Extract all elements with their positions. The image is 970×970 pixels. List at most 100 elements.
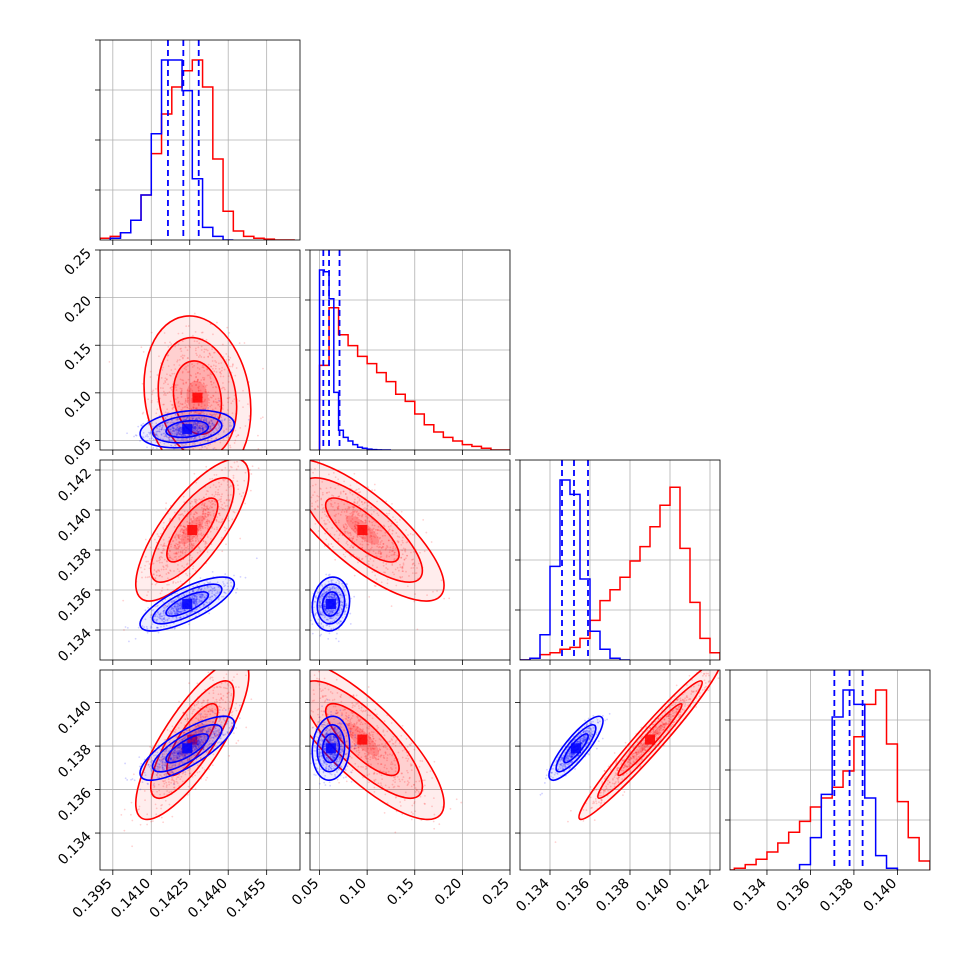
scatter-point: [186, 793, 189, 796]
scatter-point: [325, 597, 328, 599]
scatter-point: [195, 598, 198, 601]
scatter-point: [323, 592, 326, 595]
scatter-point: [177, 605, 180, 608]
scatter-point: [161, 545, 164, 548]
scatter-point: [158, 767, 161, 770]
scatter-point: [354, 520, 357, 523]
scatter-point: [193, 598, 195, 600]
scatter-point: [372, 510, 375, 513]
scatter-point: [149, 745, 152, 748]
scatter-point: [186, 720, 189, 723]
scatter-point: [198, 523, 200, 526]
scatter-point: [337, 622, 340, 624]
scatter-point: [190, 542, 193, 545]
scatter-point: [339, 492, 342, 495]
scatter-point: [212, 351, 215, 354]
scatter-point: [351, 518, 354, 520]
scatter-point: [200, 425, 203, 428]
scatter-point: [169, 517, 172, 520]
scatter-point: [331, 579, 334, 582]
scatter-point: [203, 503, 206, 506]
scatter-point: [177, 533, 180, 536]
scatter-point: [122, 599, 125, 602]
scatter-point: [209, 413, 212, 416]
scatter-point: [220, 498, 223, 500]
scatter-point: [201, 425, 203, 428]
scatter-point: [172, 580, 175, 583]
scatter-point: [176, 613, 179, 615]
scatter-point: [140, 424, 143, 427]
scatter-point: [335, 637, 338, 640]
scatter-point: [345, 511, 348, 514]
scatter-point: [178, 518, 181, 521]
scatter-point: [211, 493, 214, 496]
scatter-point: [197, 700, 200, 703]
scatter-point: [196, 426, 199, 429]
scatter-point: [166, 415, 169, 418]
scatter-point: [208, 727, 211, 730]
scatter-point: [163, 428, 166, 431]
scatter-point: [222, 386, 224, 389]
scatter-point: [364, 513, 367, 515]
scatter-point: [303, 623, 305, 625]
scatter-point: [194, 428, 197, 431]
scatter-point: [176, 757, 179, 759]
scatter-point: [193, 545, 195, 547]
scatter-point: [383, 571, 385, 574]
scatter-point: [130, 778, 132, 781]
scatter-point: [361, 547, 364, 549]
scatter-point: [296, 443, 298, 445]
scatter-point: [182, 495, 185, 498]
scatter-point: [186, 729, 189, 732]
scatter-point: [176, 757, 179, 760]
scatter-point: [203, 369, 206, 372]
scatter-point: [207, 586, 210, 589]
scatter-point: [216, 592, 219, 595]
scatter-point: [329, 587, 332, 590]
scatter-point: [325, 618, 328, 621]
scatter-point: [177, 534, 180, 537]
scatter-point: [180, 528, 183, 531]
scatter-point: [238, 342, 241, 345]
scatter-point: [192, 424, 195, 426]
scatter-point: [177, 745, 180, 748]
scatter-point: [379, 529, 381, 532]
scatter-point: [211, 527, 213, 529]
scatter-point: [189, 508, 191, 510]
scatter-point: [284, 494, 286, 496]
scatter-point: [183, 526, 186, 528]
scatter-point: [202, 728, 204, 731]
scatter-point: [197, 431, 199, 434]
scatter-point: [205, 413, 208, 416]
scatter-point: [331, 585, 334, 588]
scatter-point: [328, 617, 331, 620]
scatter-point: [166, 577, 169, 580]
scatter-point: [231, 518, 234, 521]
scatter-point: [195, 424, 198, 427]
scatter-point: [161, 587, 164, 589]
scatter-point: [320, 596, 323, 599]
scatter-point: [333, 514, 336, 517]
scatter-point: [209, 720, 211, 723]
scatter-point: [173, 556, 176, 559]
scatter-point: [173, 552, 176, 555]
scatter-point: [319, 634, 322, 637]
scatter-point: [339, 597, 342, 600]
scatter-point: [366, 543, 369, 546]
scatter-point: [319, 601, 321, 604]
scatter-point: [204, 713, 207, 716]
scatter-point: [163, 618, 166, 621]
scatter-point: [345, 604, 348, 606]
scatter-point: [183, 724, 186, 727]
scatter-point: [339, 601, 342, 604]
scatter-point: [179, 387, 182, 390]
scatter-point: [380, 551, 383, 554]
scatter-point: [197, 404, 200, 407]
scatter-point: [160, 568, 163, 571]
scatter-point: [140, 346, 143, 349]
scatter-point: [172, 753, 175, 756]
scatter-point: [432, 590, 434, 593]
scatter-point: [327, 618, 330, 621]
scatter-point: [321, 511, 324, 514]
scatter-point: [216, 528, 218, 531]
